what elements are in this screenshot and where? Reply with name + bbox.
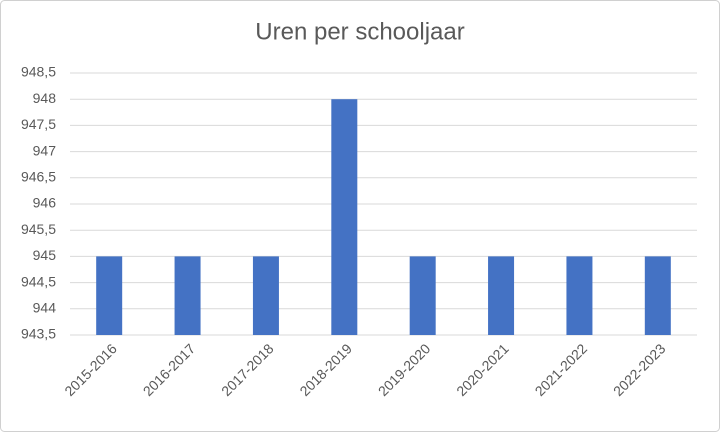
bar bbox=[331, 99, 358, 335]
bar bbox=[488, 256, 515, 335]
bar bbox=[409, 256, 436, 335]
y-tick-label: 943,5 bbox=[21, 326, 56, 342]
chart-title: Uren per schooljaar bbox=[255, 18, 464, 45]
y-tick-label: 944,5 bbox=[21, 273, 56, 289]
y-tick-label: 946,5 bbox=[21, 169, 56, 185]
bar bbox=[566, 256, 593, 335]
y-tick-label: 945 bbox=[33, 247, 57, 263]
bar bbox=[96, 256, 123, 335]
y-tick-label: 945,5 bbox=[21, 221, 56, 237]
bar bbox=[252, 256, 279, 335]
bar bbox=[644, 256, 671, 335]
y-tick-label: 944 bbox=[33, 300, 57, 316]
bar bbox=[174, 256, 201, 335]
y-tick-label: 946 bbox=[33, 195, 57, 211]
y-tick-label: 947 bbox=[33, 142, 57, 158]
y-tick-label: 948,5 bbox=[21, 64, 56, 80]
y-tick-label: 948 bbox=[33, 90, 57, 106]
y-tick-label: 947,5 bbox=[21, 116, 56, 132]
